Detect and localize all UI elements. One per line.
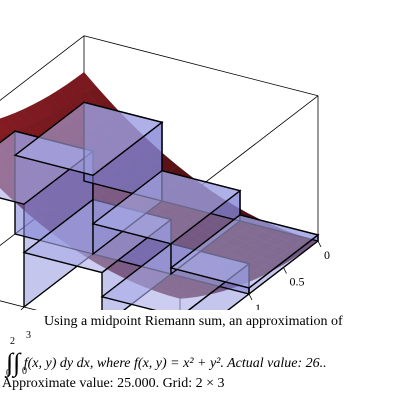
lower-limit-inner: 0: [22, 366, 27, 377]
axis-ticks: 02468101200.511.52012: [20, 240, 330, 310]
riemann-sum-3d-plot: 02468101200.511.52012 x y: [0, 35, 330, 310]
y-tick: [20, 306, 25, 310]
riemann-boxes: [0, 101, 320, 310]
integral-sign: ∫∫: [6, 348, 21, 377]
x-tick: [317, 240, 322, 248]
box-face: [91, 169, 242, 245]
riemann-box: [169, 214, 320, 296]
integrand-text: f(x, y) dy dx, where f(x, y) = x² + y². …: [23, 356, 327, 371]
box-face: [169, 214, 320, 289]
surface-patch: [0, 134, 2, 137]
upper-limit-inner: 3: [26, 330, 31, 341]
surface-patch: [0, 116, 19, 134]
caption-line-1: Using a midpoint Riemann sum, an approxi…: [44, 314, 343, 329]
frame-edge-top: [0, 35, 85, 101]
surface-patch: [14, 108, 36, 127]
x-tick: [248, 293, 253, 301]
x-tick-label: 1: [255, 301, 261, 310]
frame-edge-top: [83, 35, 319, 97]
surface-patch: [49, 90, 71, 110]
x-tick: [283, 267, 287, 274]
caption-line-3: Approximate value: 25.000. Grid: 2 × 3: [2, 376, 225, 391]
x-tick-label: 0.5: [290, 275, 305, 289]
caption-line-2: ∫∫ 2 0 3 0 f(x, y) dy dx, where f(x, y) …: [6, 330, 327, 379]
upper-limit-outer: 2: [10, 336, 15, 347]
x-tick-label: 0: [324, 248, 330, 262]
lower-limit-outer: 0: [6, 368, 11, 379]
box-face: [13, 101, 164, 177]
surface-patch: [31, 100, 53, 119]
